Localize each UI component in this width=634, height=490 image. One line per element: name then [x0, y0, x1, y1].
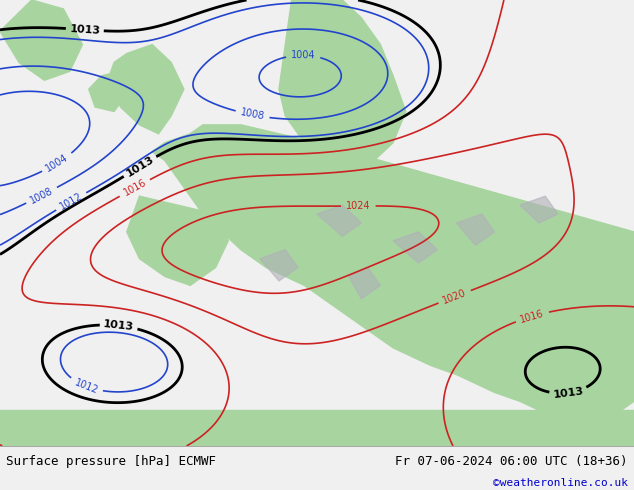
Text: Fr 07-06-2024 06:00 UTC (18+36): Fr 07-06-2024 06:00 UTC (18+36) [395, 455, 628, 468]
Polygon shape [89, 72, 127, 112]
Text: 1012: 1012 [73, 377, 100, 395]
Polygon shape [393, 232, 437, 263]
Polygon shape [456, 214, 495, 245]
Polygon shape [279, 0, 406, 170]
Text: 1013: 1013 [552, 386, 584, 400]
Text: 1004: 1004 [291, 50, 316, 61]
Polygon shape [317, 205, 361, 236]
Text: 1016: 1016 [122, 177, 148, 198]
Text: 1008: 1008 [240, 108, 266, 122]
Polygon shape [349, 268, 380, 299]
Polygon shape [0, 0, 82, 80]
Polygon shape [520, 196, 558, 223]
Polygon shape [260, 250, 298, 281]
Polygon shape [152, 125, 634, 423]
Text: 1008: 1008 [29, 185, 55, 205]
Text: 1024: 1024 [346, 201, 371, 211]
Text: 1004: 1004 [44, 152, 70, 173]
Text: 1012: 1012 [58, 191, 84, 212]
Polygon shape [127, 196, 228, 285]
Text: Surface pressure [hPa] ECMWF: Surface pressure [hPa] ECMWF [6, 455, 216, 468]
Text: 1020: 1020 [441, 288, 468, 306]
Text: 1013: 1013 [69, 24, 100, 36]
Text: 1013: 1013 [124, 154, 156, 179]
Polygon shape [108, 45, 184, 134]
Polygon shape [0, 410, 634, 446]
Text: 1013: 1013 [103, 319, 134, 332]
Text: 1016: 1016 [519, 308, 545, 324]
Text: ©weatheronline.co.uk: ©weatheronline.co.uk [493, 478, 628, 489]
